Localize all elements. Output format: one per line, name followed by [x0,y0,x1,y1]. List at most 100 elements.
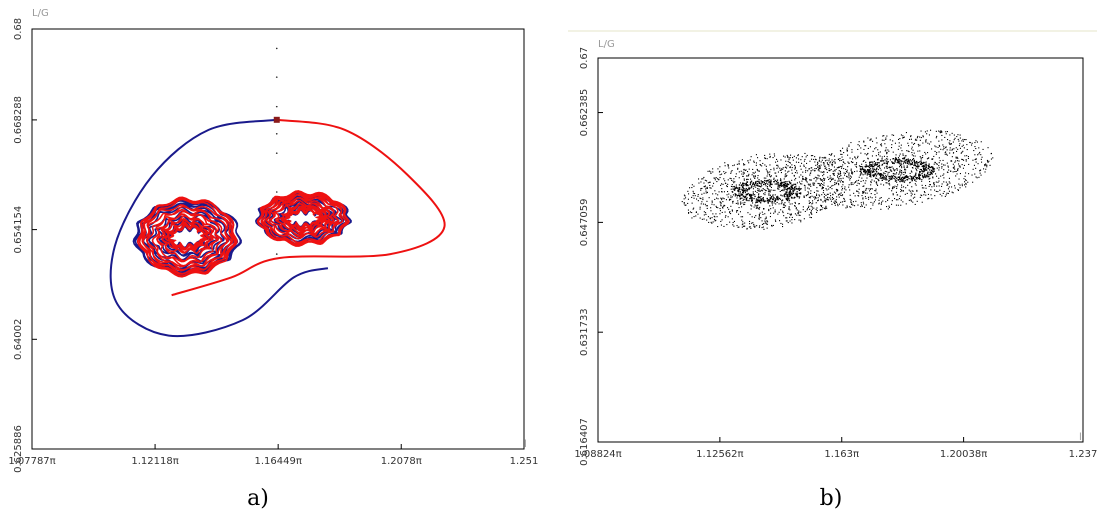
scatter-point [767,171,769,173]
scatter-point [805,167,807,169]
scatter-point [773,202,775,204]
scatter-point [877,162,879,164]
scatter-point [879,173,881,175]
scatter-point [754,225,756,227]
scatter-point [929,184,931,186]
scatter-point [738,226,740,228]
scatter-point [850,161,852,163]
scatter-point [887,161,889,163]
scatter-point [747,212,749,214]
scatter-point [918,165,920,167]
scatter-point [884,159,886,161]
scatter-point [816,194,818,196]
scatter-point [759,225,761,227]
scatter-point [907,158,909,160]
scatter-point [748,193,751,196]
scatter-point [722,201,724,203]
scatter-point [894,180,897,182]
scatter-point [708,181,710,183]
scatter-point [895,176,897,178]
scatter-point [831,196,833,198]
scatter-point [961,151,963,153]
scatter-point [761,198,763,200]
scatter-point [979,172,981,174]
scatter-point [805,178,807,180]
scatter-point [756,205,758,207]
scatter-point [729,212,731,214]
scatter-point [765,216,767,218]
x-tick-label-b: 1.163π [824,449,859,460]
scatter-point [704,179,706,181]
scatter-point [733,182,735,184]
scatter-point [838,184,840,186]
scatter-point [766,223,768,225]
scatter-point [742,216,744,218]
scatter-point [848,145,850,147]
scatter-point [787,156,789,158]
scatter-point [975,140,977,142]
scatter-point [935,190,937,192]
x-ticks-b: 1.08824π 1.12562π 1.163π 1.20038π 1.237 [574,437,1097,460]
scatter-point [855,158,857,160]
scatter-point [787,183,790,186]
scatter-point [857,157,859,159]
scatter-point [938,165,940,167]
scatter-point [742,192,744,194]
scatter-point [921,170,923,172]
scatter-point [814,182,816,184]
scatter-point [878,199,880,201]
scatter-point [888,150,890,152]
scatter-point [818,168,820,170]
scatter-point [862,197,864,199]
scatter-point [756,225,758,227]
scatter-point [892,186,894,188]
scatter-point [795,185,797,187]
scatter-point [839,170,841,172]
scatter-point [882,160,885,162]
scatter-point [886,162,888,164]
scatter-point [691,187,693,189]
scatter-point [749,226,751,228]
scatter-point [701,178,703,180]
scatter-point [718,191,720,193]
scatter-point [830,179,832,181]
scatter-point [841,156,843,158]
scatter-point [747,178,749,180]
scatter-point [751,185,753,187]
scatter-point [710,207,712,209]
scatter-point [832,173,834,175]
scatter-point [975,158,977,160]
scatter-point [837,180,839,182]
scatter-point [860,169,862,171]
scatter-point [820,199,822,201]
scatter-point [753,176,755,178]
scatter-point [742,186,744,188]
scatter-point [878,202,880,204]
scatter-point [893,173,895,175]
scatter-point [906,150,908,152]
scatter-point [744,225,746,227]
sparse-dot [275,253,278,255]
scatter-point [959,187,961,189]
scatter-point [927,193,929,195]
scatter-point [944,152,946,154]
scatter-point [705,190,707,192]
scatter-point [697,194,699,196]
scatter-point [793,189,796,191]
scatter-point [870,164,872,166]
scatter-point [740,201,742,203]
scatter-point [901,150,903,152]
scatter-point [766,199,769,201]
scatter-point [705,212,707,214]
scatter-point [895,173,897,175]
scatter-point [803,195,805,197]
scatter-point [943,164,945,166]
scatter-point [919,170,921,173]
scatter-point [709,187,711,189]
scatter-point [783,183,786,186]
scatter-point [753,206,755,208]
scatter-point [985,163,987,165]
scatter-point [714,198,716,200]
scatter-point [885,137,887,139]
scatter-point [936,152,938,154]
